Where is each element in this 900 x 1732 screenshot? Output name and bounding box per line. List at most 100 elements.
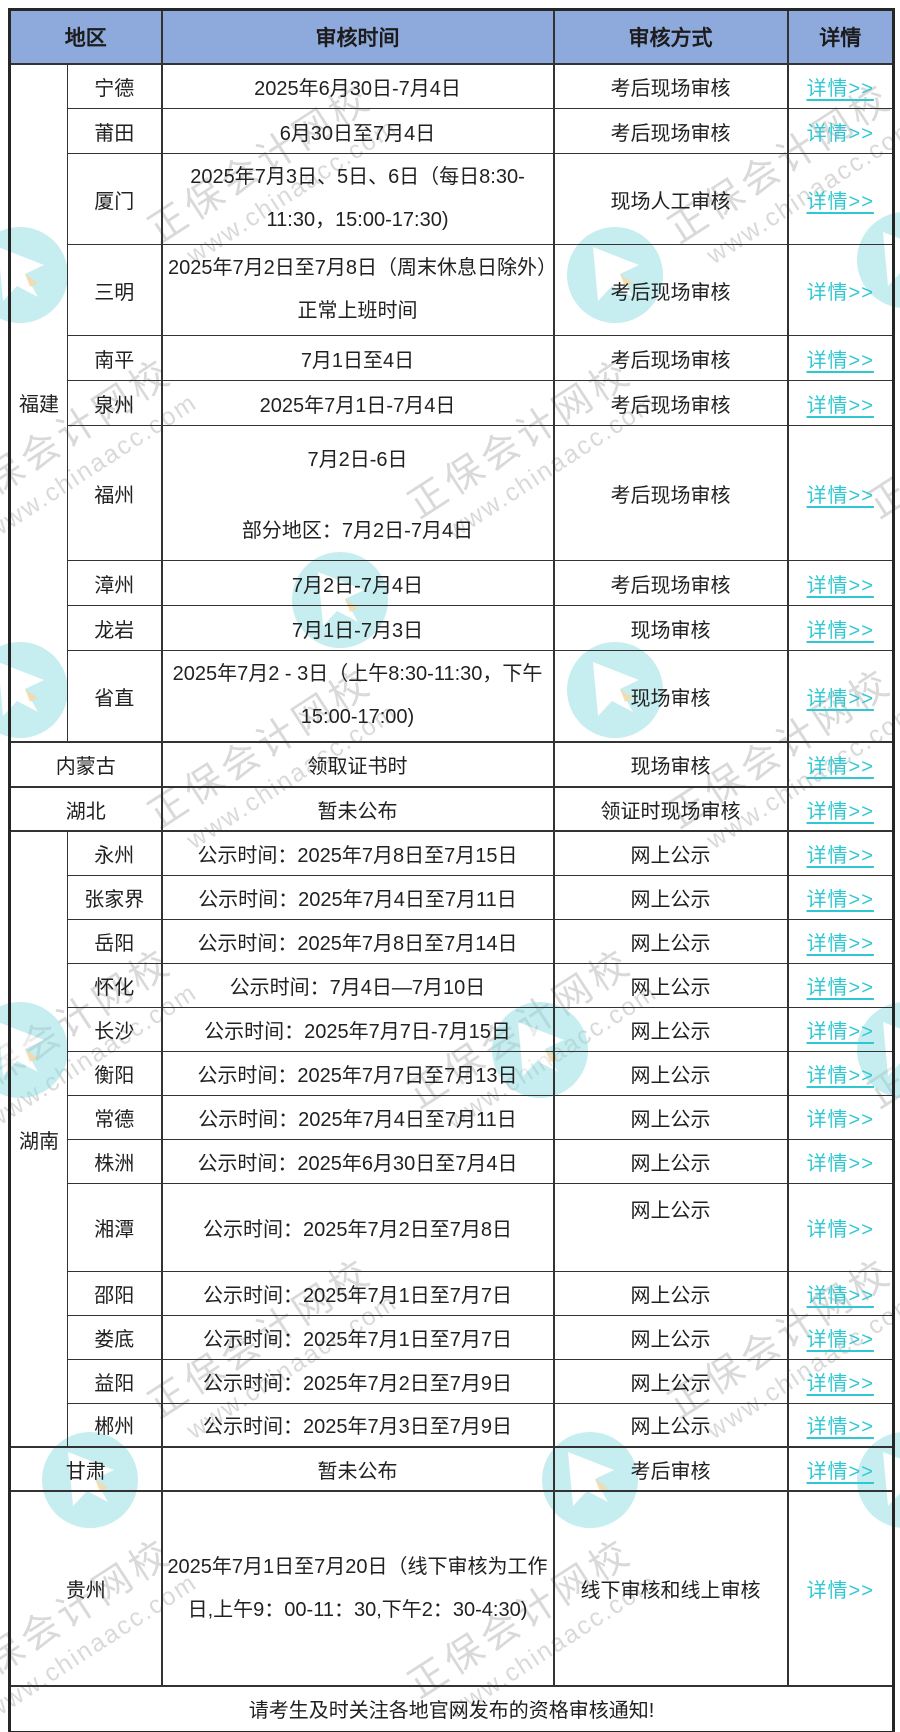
- cell-city: 岳阳: [67, 918, 162, 964]
- detail-link[interactable]: 详情>>: [806, 484, 874, 507]
- cell-city: 株洲: [67, 1138, 162, 1184]
- cell-time: 6月30日至7月4日: [160, 108, 554, 154]
- detail-link[interactable]: 详情>>: [806, 1372, 874, 1395]
- detail-link[interactable]: 详情>>: [806, 1416, 874, 1439]
- detail-link[interactable]: 详情>>: [806, 349, 874, 372]
- table-row: 贵州 2025年7月1日至7月20日（线下审核为工作日,上午9：00-11：30…: [9, 1490, 894, 1687]
- table-row: 龙岩 7月1日-7月3日 现场审核 详情>>: [10, 605, 894, 651]
- cell-city: 南平: [67, 335, 162, 381]
- cell-method: 现场审核: [552, 741, 788, 788]
- detail-link[interactable]: 详情>>: [806, 190, 874, 213]
- detail-link[interactable]: 详情>>: [806, 888, 874, 911]
- cell-province: 福建: [9, 63, 68, 743]
- cell-time: 2025年7月1日至7月20日（线下审核为工作日,上午9：00-11：30,下午…: [160, 1490, 554, 1687]
- cell-time: 领取证书时: [160, 741, 554, 788]
- detail-link[interactable]: 详情>>: [806, 1064, 874, 1087]
- detail-link[interactable]: 详情>>: [806, 1218, 874, 1241]
- cell-time: 7月2日-6日 部分地区：7月2日-7月4日: [160, 425, 554, 561]
- footer-note: 请考生及时关注各地官网发布的资格审核通知!: [9, 1685, 894, 1732]
- cell-method: 网上公示: [552, 918, 788, 964]
- detail-link[interactable]: 详情>>: [806, 1460, 874, 1483]
- cell-city: 张家界: [67, 874, 162, 920]
- cell-method: 考后现场审核: [552, 335, 788, 381]
- detail-link[interactable]: 详情>>: [806, 687, 874, 710]
- table-row: 岳阳 公示时间：2025年7月8日至7月14日 网上公示 详情>>: [10, 918, 894, 964]
- detail-link[interactable]: 详情>>: [806, 122, 874, 145]
- detail-link[interactable]: 详情>>: [806, 1328, 874, 1351]
- detail-link[interactable]: 详情>>: [806, 1580, 874, 1602]
- cell-city: 厦门: [67, 153, 162, 245]
- table-row: 益阳 公示时间：2025年7月2日至7月9日 网上公示 详情>>: [10, 1358, 894, 1404]
- table-row: 福建 宁德 2025年6月30日-7月4日 考后现场审核 详情>>: [9, 63, 894, 743]
- cell-time: 公示时间：2025年7月8日至7月14日: [160, 918, 554, 964]
- cell-city: 郴州: [67, 1402, 162, 1448]
- cell-method: 网上公示: [552, 1314, 788, 1360]
- detail-link[interactable]: 详情>>: [806, 77, 874, 100]
- cell-method: 网上公示: [552, 1270, 788, 1316]
- detail-link[interactable]: 详情>>: [806, 1284, 874, 1307]
- cell-detail: 详情>>: [786, 1006, 894, 1052]
- cell-time: 2025年7月2日至7月8日（周末休息日除外）正常上班时间: [160, 244, 554, 336]
- table-row: 张家界 公示时间：2025年7月4日至7月11日 网上公示 详情>>: [10, 874, 894, 920]
- cell-time: 公示时间：2025年7月1日至7月7日: [160, 1314, 554, 1360]
- cell-time: 7月1日-7月3日: [160, 605, 554, 651]
- cell-detail: 详情>>: [786, 1050, 894, 1096]
- cell-time: 公示时间：2025年7月8日至7月15日: [160, 830, 554, 876]
- cell-detail: 详情>>: [786, 1270, 894, 1316]
- cell-detail: 详情>>: [786, 874, 894, 920]
- col-header-method: 审核方式: [552, 9, 788, 65]
- cell-method: 考后审核: [552, 1446, 788, 1492]
- cell-city: 宁德: [67, 63, 162, 109]
- table-row: 湖南 永州 公示时间：2025年7月8日至7月15日 网上公示 详情>>: [9, 830, 894, 1448]
- table-row: 莆田 6月30日至7月4日 考后现场审核 详情>>: [10, 108, 894, 154]
- col-header-time: 审核时间: [160, 9, 554, 65]
- table-row: 厦门 2025年7月3日、5日、6日（每日8:30-11:30，15:00-17…: [10, 153, 894, 245]
- cell-time: 公示时间：2025年7月1日至7月7日: [160, 1270, 554, 1316]
- detail-link[interactable]: 详情>>: [806, 394, 874, 417]
- detail-link[interactable]: 详情>>: [806, 281, 874, 304]
- cell-city: 三明: [67, 244, 162, 336]
- detail-link[interactable]: 详情>>: [806, 619, 874, 642]
- cell-region: 湖北: [9, 786, 162, 832]
- cell-city: 省直: [67, 650, 162, 743]
- table-row: 三明 2025年7月2日至7月8日（周末休息日除外）正常上班时间 考后现场审核 …: [10, 244, 894, 336]
- cell-detail: 详情>>: [786, 380, 894, 426]
- detail-link[interactable]: 详情>>: [806, 574, 874, 597]
- detail-link[interactable]: 详情>>: [806, 1108, 874, 1131]
- detail-link[interactable]: 详情>>: [806, 844, 874, 867]
- cell-method: 网上公示: [552, 962, 788, 1008]
- cell-city: 衡阳: [67, 1050, 162, 1096]
- cell-time: 暂未公布: [160, 1446, 554, 1492]
- table-row: 湖北 暂未公布 领证时现场审核 详情>>: [9, 786, 894, 832]
- cell-time: 2025年7月1日-7月4日: [160, 380, 554, 426]
- cell-method: 现场审核: [552, 605, 788, 651]
- cell-city: 娄底: [67, 1314, 162, 1360]
- table-row: 常德 公示时间：2025年7月4日至7月11日 网上公示 详情>>: [10, 1094, 894, 1140]
- detail-link[interactable]: 详情>>: [806, 800, 874, 823]
- cell-city: 龙岩: [67, 605, 162, 651]
- cell-city: 怀化: [67, 962, 162, 1008]
- cell-method: 网上公示: [552, 1402, 788, 1448]
- footer-row: 请考生及时关注各地官网发布的资格审核通知!: [9, 1685, 894, 1732]
- cell-time: 公示时间：2025年7月7日-7月15日: [160, 1006, 554, 1052]
- cell-detail: 详情>>: [786, 335, 894, 381]
- detail-link[interactable]: 详情>>: [806, 976, 874, 999]
- cell-detail: 详情>>: [786, 1138, 894, 1184]
- col-header-detail: 详情: [786, 9, 894, 65]
- detail-link[interactable]: 详情>>: [806, 756, 874, 778]
- time-line-1: 7月2日-6日: [307, 449, 408, 471]
- cell-detail: 详情>>: [786, 830, 894, 876]
- table-row: 娄底 公示时间：2025年7月1日至7月7日 网上公示 详情>>: [10, 1314, 894, 1360]
- table-row: 内蒙古 领取证书时 现场审核 详情>>: [9, 741, 894, 788]
- table-row: 湘潭 公示时间：2025年7月2日至7月8日 网上公示 详情>>: [10, 1182, 894, 1272]
- detail-link[interactable]: 详情>>: [806, 1152, 874, 1175]
- cell-method: 网上公示: [552, 1358, 788, 1404]
- detail-link[interactable]: 详情>>: [806, 1020, 874, 1043]
- cell-city: 漳州: [67, 560, 162, 606]
- cell-detail: 详情>>: [786, 425, 894, 561]
- detail-link[interactable]: 详情>>: [806, 932, 874, 955]
- cell-detail: 详情>>: [786, 1402, 894, 1448]
- cell-method: 领证时现场审核: [552, 786, 788, 832]
- cell-city: 福州: [67, 425, 162, 561]
- cell-region: 贵州: [9, 1490, 162, 1687]
